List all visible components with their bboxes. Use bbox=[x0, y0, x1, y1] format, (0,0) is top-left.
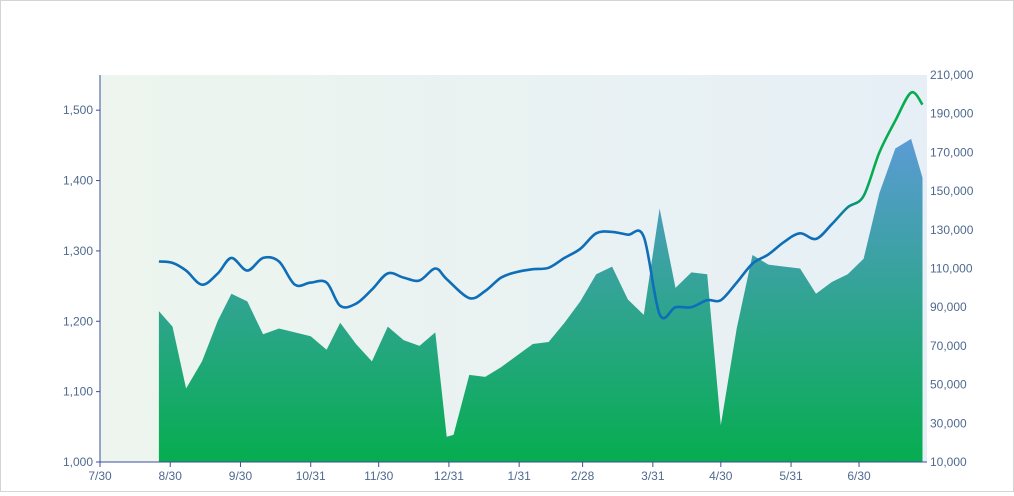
y-right-tick-label: 190,000 bbox=[930, 107, 974, 121]
y-left-tick-label: 1,400 bbox=[63, 174, 93, 188]
line-series-path bbox=[158, 90, 924, 320]
x-tick-label: 3/31 bbox=[641, 469, 665, 483]
y-right-tick-label: 110,000 bbox=[930, 262, 973, 276]
x-tick-label: 7/30 bbox=[88, 469, 112, 483]
x-tick-label: 8/30 bbox=[159, 469, 183, 483]
area-series bbox=[158, 138, 923, 462]
x-tick-label: 6/30 bbox=[847, 469, 871, 483]
x-tick-label: 11/30 bbox=[364, 469, 393, 483]
y-right-tick-label: 150,000 bbox=[930, 184, 974, 198]
y-right-tick-label: 90,000 bbox=[930, 300, 967, 314]
y-right-tick-label: 30,000 bbox=[930, 416, 967, 430]
y-left-tick-label: 1,500 bbox=[63, 103, 93, 117]
area-series-fill bbox=[158, 138, 923, 462]
y-right-tick-label: 170,000 bbox=[930, 145, 974, 159]
y-right-tick-label: 210,000 bbox=[930, 68, 974, 82]
x-tick-label: 4/30 bbox=[709, 469, 733, 483]
x-tick-label: 1/31 bbox=[507, 469, 531, 483]
y-right-tick-label: 130,000 bbox=[930, 223, 974, 237]
y-left-tick-label: 1,100 bbox=[63, 385, 93, 399]
y-right-tick-label: 50,000 bbox=[930, 378, 967, 392]
line-series bbox=[158, 90, 924, 320]
y-right-tick-label: 70,000 bbox=[930, 339, 967, 353]
y-right-tick-label: 10,000 bbox=[930, 455, 967, 469]
x-tick-label: 2/28 bbox=[571, 469, 595, 483]
x-tick-label: 12/31 bbox=[434, 469, 464, 483]
x-tick-label: 10/31 bbox=[296, 469, 326, 483]
axes: 1,000 1,100 1,200 1,300 1,400 1,500 10,000 30,0… bbox=[63, 68, 974, 483]
y-left-tick-label: 1,000 bbox=[63, 455, 93, 469]
y-left-tick-label: 1,300 bbox=[63, 244, 93, 258]
x-tick-label: 5/31 bbox=[779, 469, 803, 483]
x-tick-label: 9/30 bbox=[229, 469, 253, 483]
y-left-tick-label: 1,200 bbox=[63, 314, 93, 328]
